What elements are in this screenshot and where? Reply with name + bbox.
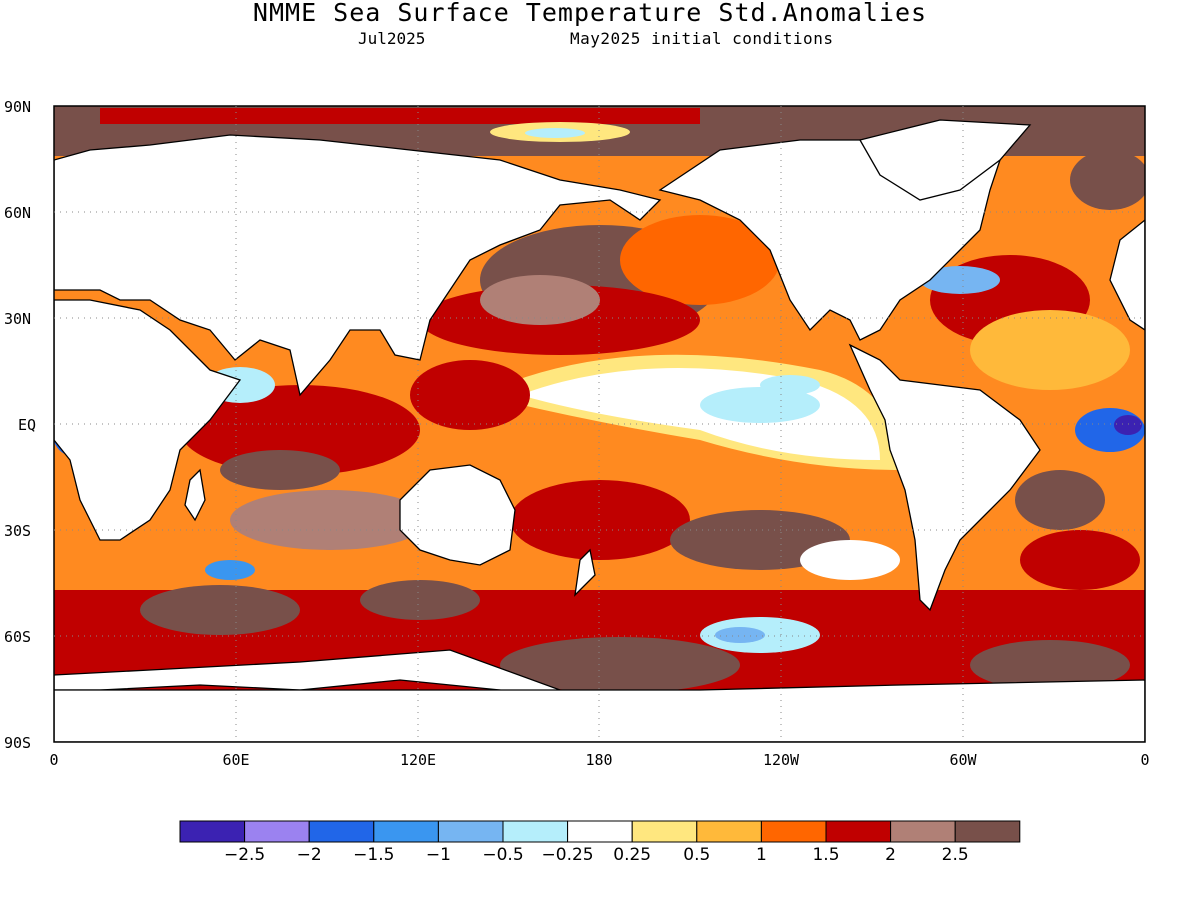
lat-label: 90N bbox=[4, 98, 31, 116]
colorbar-swatch bbox=[631, 820, 698, 843]
colorbar-swatch bbox=[825, 820, 892, 843]
colorbar-label: 0.25 bbox=[613, 845, 651, 865]
lon-label: 0 bbox=[1140, 751, 1149, 769]
lon-label: 120E bbox=[400, 751, 436, 769]
lon-label: 180 bbox=[585, 751, 612, 769]
lat-label: EQ bbox=[18, 416, 36, 434]
colorbar-swatch bbox=[760, 820, 827, 843]
colorbar-label: 2.5 bbox=[942, 845, 969, 865]
colorbar-label: 1 bbox=[756, 845, 767, 865]
lon-label: 60W bbox=[949, 751, 977, 769]
continents bbox=[54, 119, 1145, 742]
colorbar-swatch bbox=[244, 820, 310, 843]
lat-label: 30S bbox=[4, 522, 31, 540]
colorbar-label: −2.5 bbox=[224, 845, 265, 865]
colorbar-swatch bbox=[954, 820, 1021, 843]
lat-label: 90S bbox=[4, 734, 31, 752]
lon-label: 60E bbox=[222, 751, 249, 769]
colorbar-swatch bbox=[502, 820, 569, 843]
colorbar-swatch bbox=[437, 820, 504, 843]
lon-label: 0 bbox=[49, 751, 58, 769]
lat-label: 60N bbox=[4, 204, 31, 222]
initial-conditions: May2025 initial conditions bbox=[570, 29, 834, 48]
lat-label: 60S bbox=[4, 628, 31, 646]
colorbar-label: 1.5 bbox=[812, 845, 839, 865]
colorbar-swatch bbox=[179, 820, 246, 843]
colorbar-swatch bbox=[890, 820, 956, 843]
colorbar-label: −1.5 bbox=[353, 845, 394, 865]
colorbar-swatch bbox=[696, 820, 762, 843]
latitude-labels: 90N 60N 30N EQ 30S 60S 90S bbox=[4, 98, 36, 752]
colorbar: −2.5 −2 −1.5 −1 −0.5 −0.25 0.25 0.5 1 1.5 2 2.5 bbox=[179, 820, 1021, 865]
valid-month: Jul2025 bbox=[358, 29, 426, 48]
colorbar-label: −2 bbox=[297, 845, 322, 865]
map-title: NMME Sea Surface Temperature Std.Anomali… bbox=[252, 0, 928, 27]
colorbar-swatch bbox=[567, 820, 633, 843]
colorbar-label: 2 bbox=[885, 845, 896, 865]
graticule bbox=[54, 106, 1145, 742]
colorbar-label: −0.5 bbox=[482, 845, 523, 865]
colorbar-label: −1 bbox=[426, 845, 451, 865]
colorbar-swatch bbox=[373, 820, 439, 843]
colorbar-label: −0.25 bbox=[542, 845, 594, 865]
lat-label: 30N bbox=[4, 310, 31, 328]
longitude-labels: 0 60E 120E 180 120W 60W 0 bbox=[49, 751, 1149, 769]
colorbar-label: 0.5 bbox=[683, 845, 710, 865]
lon-label: 120W bbox=[763, 751, 800, 769]
colorbar-swatch bbox=[308, 820, 375, 843]
